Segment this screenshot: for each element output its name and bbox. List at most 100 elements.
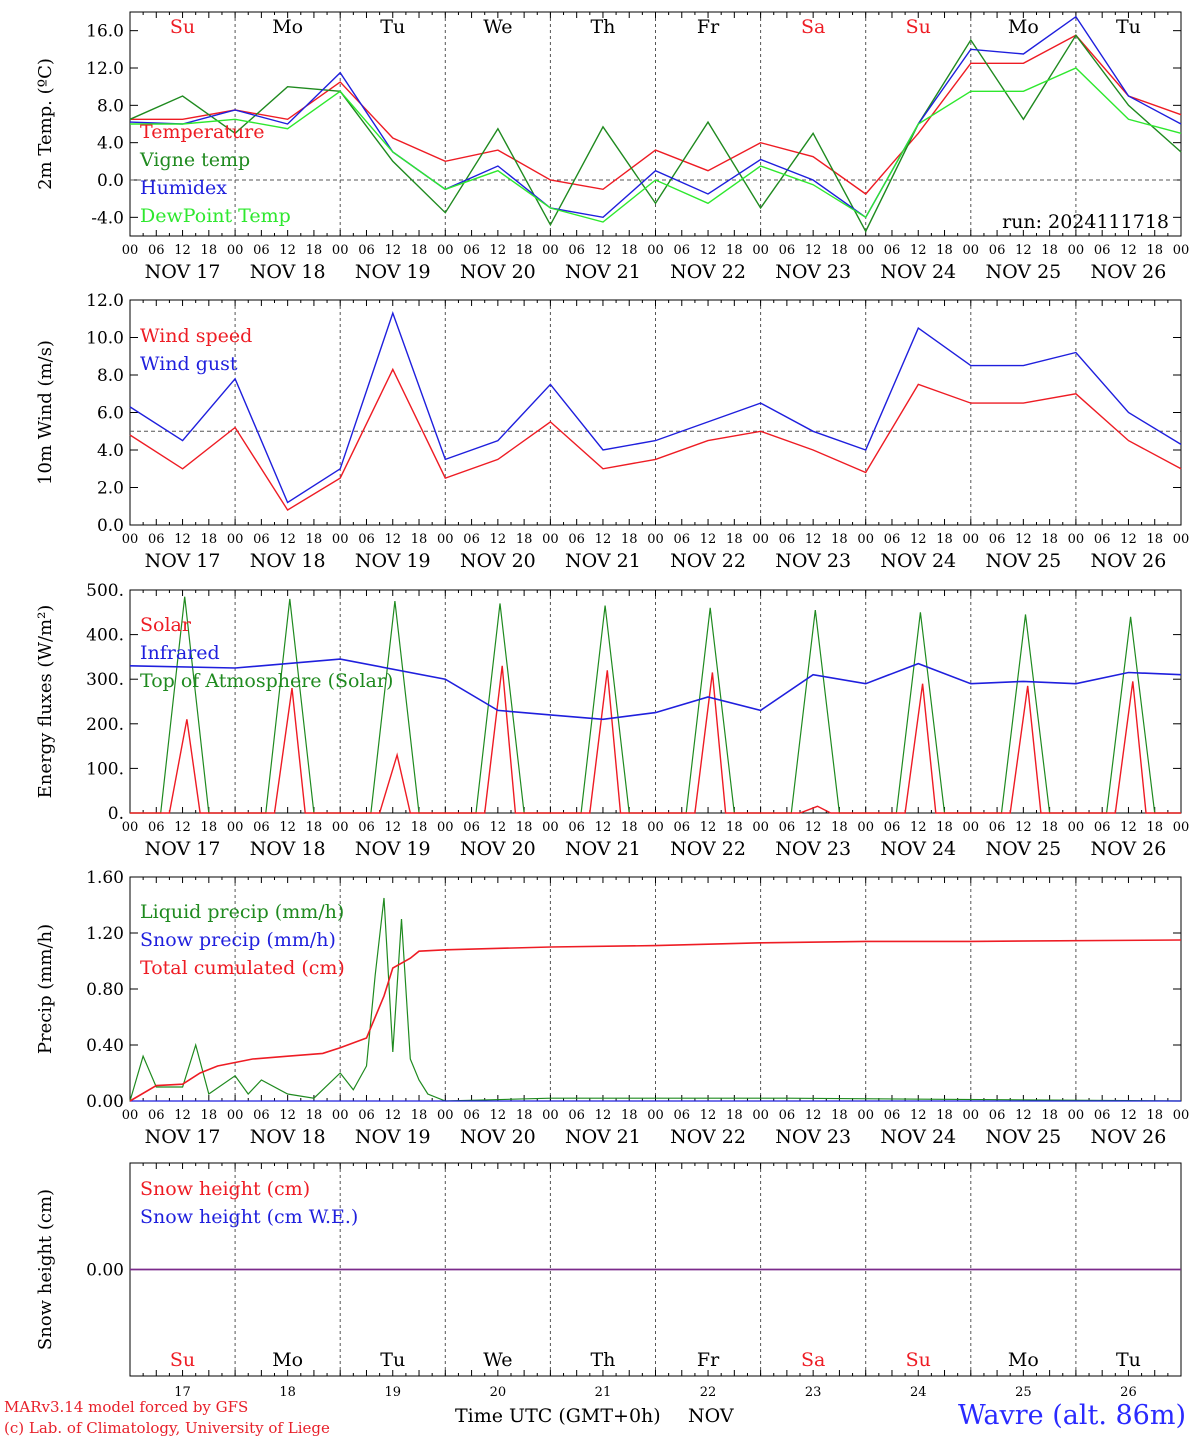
y-tick-label: 1.20 xyxy=(86,924,124,944)
x-hour-label: 12 xyxy=(910,532,927,547)
day-name-label: Th xyxy=(590,16,615,38)
x-hour-label: 12 xyxy=(384,243,401,258)
day-name-label: Mo xyxy=(272,1349,303,1371)
x-date-label: NOV 21 xyxy=(565,261,641,283)
day-number-label: 24 xyxy=(910,1385,927,1400)
x-hour-label: 12 xyxy=(1015,1108,1032,1123)
x-date-label: NOV 26 xyxy=(1091,838,1167,860)
x-date-label: NOV 18 xyxy=(250,550,326,572)
day-name-label: We xyxy=(483,1349,512,1371)
x-hour-label: 00 xyxy=(647,1108,664,1123)
x-hour-label: 00 xyxy=(122,243,139,258)
x-hour-label: 00 xyxy=(752,1108,769,1123)
x-date-label: NOV 18 xyxy=(250,1126,326,1148)
x-hour-label: 00 xyxy=(227,532,244,547)
x-date-label: NOV 26 xyxy=(1091,261,1167,283)
x-hour-label: 12 xyxy=(1120,1108,1137,1123)
x-hour-label: 12 xyxy=(174,243,191,258)
x-date-label: NOV 26 xyxy=(1091,550,1167,572)
x-hour-label: 12 xyxy=(174,532,191,547)
x-hour-label: 00 xyxy=(1173,532,1190,547)
x-hour-label: 18 xyxy=(831,243,848,258)
x-hour-label: 18 xyxy=(411,820,428,835)
y-tick-label: 0.00 xyxy=(86,1092,124,1112)
x-hour-label: 06 xyxy=(148,820,165,835)
x-hour-label: 12 xyxy=(1015,820,1032,835)
x-hour-label: 12 xyxy=(700,820,717,835)
x-date-label: NOV 19 xyxy=(355,1126,431,1148)
series-line-wind-speed xyxy=(129,367,1182,511)
x-hour-label: 18 xyxy=(1041,532,1058,547)
x-hour-label: 18 xyxy=(936,1108,953,1123)
x-date-label: NOV 24 xyxy=(880,550,956,572)
x-hour-label: 18 xyxy=(306,820,323,835)
legend-liquid-precip-mm-h: Liquid precip (mm/h) xyxy=(140,901,344,923)
x-hour-label: 12 xyxy=(174,820,191,835)
x-hour-label: 18 xyxy=(306,1108,323,1123)
y-tick-label: 0. xyxy=(108,804,124,824)
x-hour-label: 18 xyxy=(621,532,638,547)
legend-solar: Solar xyxy=(140,614,192,636)
x-hour-label: 06 xyxy=(253,820,270,835)
y-tick-label: 0.00 xyxy=(86,1261,124,1281)
legend-snow-height-cm: Snow height (cm) xyxy=(140,1178,310,1200)
x-hour-label: 12 xyxy=(700,532,717,547)
x-date-label: NOV 23 xyxy=(775,550,851,572)
x-hour-label: 00 xyxy=(332,1108,349,1123)
series-line-dewpoint-temp xyxy=(130,67,1182,223)
x-hour-label: 06 xyxy=(884,820,901,835)
day-number-label: 26 xyxy=(1120,1385,1137,1400)
x-hour-label: 18 xyxy=(621,1108,638,1123)
x-hour-label: 00 xyxy=(857,820,874,835)
y-tick-label: 8.0 xyxy=(97,96,124,116)
y-tick-label: 6.0 xyxy=(97,404,124,424)
x-hour-label: 18 xyxy=(411,243,428,258)
x-hour-label: 00 xyxy=(122,820,139,835)
day-number-label: 20 xyxy=(490,1385,507,1400)
x-hour-label: 12 xyxy=(279,820,296,835)
day-name-label: Su xyxy=(170,1349,195,1371)
x-hour-label: 00 xyxy=(542,820,559,835)
x-hour-label: 06 xyxy=(358,532,375,547)
x-date-label: NOV 22 xyxy=(670,261,746,283)
x-hour-label: 06 xyxy=(148,243,165,258)
x-hour-label: 00 xyxy=(542,532,559,547)
x-hour-label: 00 xyxy=(1068,532,1085,547)
legend-vigne-temp: Vigne temp xyxy=(139,149,250,171)
y-tick-label: 200. xyxy=(86,715,124,735)
x-hour-label: 18 xyxy=(516,532,533,547)
x-hour-label: 00 xyxy=(542,243,559,258)
x-hour-label: 12 xyxy=(595,243,612,258)
x-hour-label: 12 xyxy=(1015,243,1032,258)
x-hour-label: 12 xyxy=(174,1108,191,1123)
y-tick-label: 4.0 xyxy=(97,134,124,154)
x-hour-label: 12 xyxy=(1120,243,1137,258)
x-hour-label: 00 xyxy=(963,243,980,258)
y-tick-label: 1.60 xyxy=(86,868,124,888)
y-tick-label: 0.0 xyxy=(97,171,124,191)
x-hour-label: 18 xyxy=(411,1108,428,1123)
x-hour-label: 06 xyxy=(1094,820,1111,835)
station-label: Wavre (alt. 86m) xyxy=(958,1400,1186,1431)
x-hour-label: 18 xyxy=(621,243,638,258)
day-number-label: 18 xyxy=(279,1385,296,1400)
day-name-label: Tu xyxy=(1116,1349,1141,1371)
y-axis-label: 10m Wind (m/s) xyxy=(35,340,56,485)
x-hour-label: 06 xyxy=(674,243,691,258)
day-name-label: Su xyxy=(906,16,931,38)
x-date-label: NOV 21 xyxy=(565,838,641,860)
day-name-label: Fr xyxy=(697,16,720,38)
model-credit: MARv3.14 model forced by GFS xyxy=(4,1398,249,1416)
legend-snow-height-cm-w-e: Snow height (cm W.E.) xyxy=(140,1206,358,1228)
x-hour-label: 18 xyxy=(1146,820,1163,835)
legend-wind-speed: Wind speed xyxy=(140,325,252,347)
x-date-label: NOV 24 xyxy=(880,1126,956,1148)
x-hour-label: 00 xyxy=(752,243,769,258)
series-line-vigne-temp xyxy=(129,34,1182,233)
day-name-label: Su xyxy=(906,1349,931,1371)
y-tick-label: 2.0 xyxy=(97,479,124,499)
x-date-label: NOV 19 xyxy=(355,261,431,283)
x-date-label: NOV 24 xyxy=(880,838,956,860)
x-hour-label: 00 xyxy=(857,1108,874,1123)
x-hour-label: 12 xyxy=(490,532,507,547)
